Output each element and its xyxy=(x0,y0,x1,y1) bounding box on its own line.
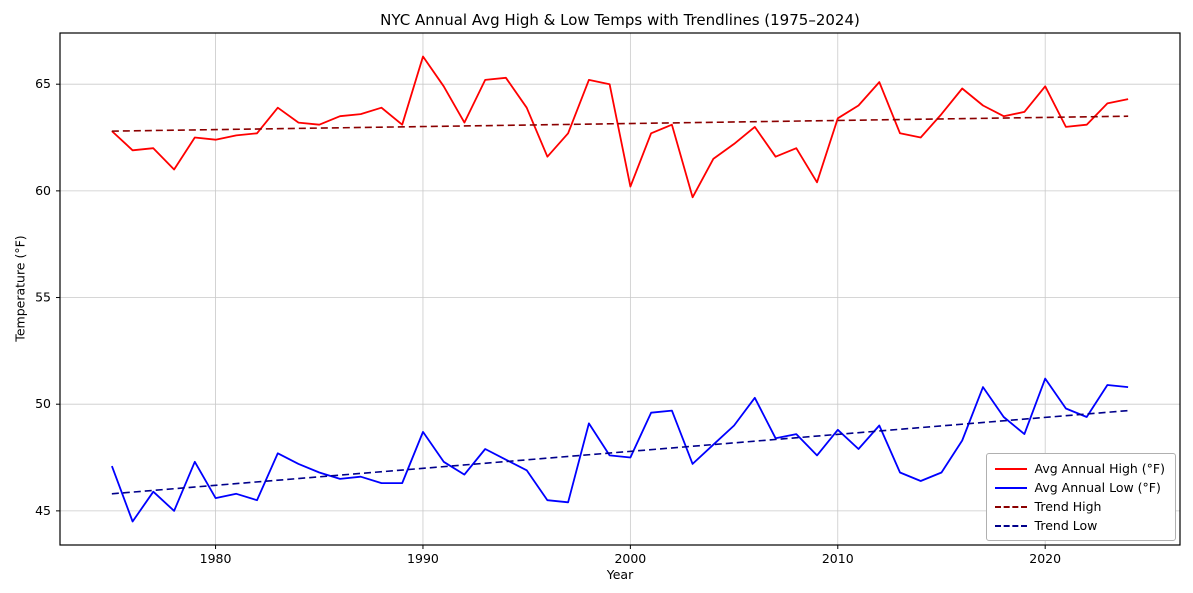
legend-entry: Trend Low xyxy=(994,516,1165,535)
x-tick-label: 1990 xyxy=(407,551,439,566)
legend-entry: Avg Annual Low (°F) xyxy=(994,478,1165,497)
x-axis-label: Year xyxy=(606,567,634,582)
y-tick-label: 50 xyxy=(35,396,51,411)
legend-entry: Avg Annual High (°F) xyxy=(994,459,1165,478)
y-tick-label: 65 xyxy=(35,76,51,91)
trend-line xyxy=(111,115,1129,132)
legend-line-sample xyxy=(994,505,1027,508)
series-line xyxy=(111,55,1129,199)
legend-entry: Trend High xyxy=(994,497,1165,516)
legend-label: Trend Low xyxy=(1034,518,1098,533)
chart-legend: Avg Annual High (°F) Avg Annual Low (°F) T… xyxy=(985,453,1176,541)
x-tick-label: 1980 xyxy=(200,551,232,566)
series-line xyxy=(111,377,1129,523)
x-tick-label: 2000 xyxy=(614,551,646,566)
legend-label: Avg Annual High (°F) xyxy=(1034,461,1165,476)
legend-line-sample xyxy=(994,524,1027,527)
axes-frame xyxy=(59,32,1181,546)
chart-title: NYC Annual Avg High & Low Temps with Tre… xyxy=(380,11,860,29)
legend-label: Avg Annual Low (°F) xyxy=(1034,480,1161,495)
trend-line xyxy=(111,409,1129,495)
y-tick-label: 55 xyxy=(35,290,51,305)
legend-label: Trend High xyxy=(1034,499,1102,514)
y-axis-label: Temperature (°F) xyxy=(12,235,28,342)
legend-line-sample xyxy=(994,486,1027,489)
y-tick-label: 60 xyxy=(35,183,51,198)
y-tick-label: 45 xyxy=(35,503,51,518)
x-tick-label: 2010 xyxy=(822,551,854,566)
legend-line-sample xyxy=(994,467,1027,470)
x-tick-label: 2020 xyxy=(1029,551,1061,566)
